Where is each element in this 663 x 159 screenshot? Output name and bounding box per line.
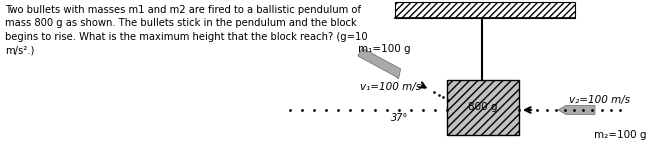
Bar [395, 2, 575, 18]
Text: begins to rise. What is the maximum height that the block reach? (g=10: begins to rise. What is the maximum heig… [5, 32, 367, 42]
Polygon shape [558, 106, 595, 114]
Text: 800 g: 800 g [468, 103, 498, 113]
Text: m₁=100 g: m₁=100 g [358, 44, 410, 54]
Text: mass 800 g as shown. The bullets stick in the pendulum and the block: mass 800 g as shown. The bullets stick i… [5, 18, 357, 28]
Text: m/s².): m/s².) [5, 45, 34, 55]
Text: 37°: 37° [391, 113, 408, 123]
Text: v₁=100 m/s: v₁=100 m/s [360, 82, 421, 92]
Polygon shape [358, 48, 400, 79]
Text: Two bullets with masses m1 and m2 are fired to a ballistic pendulum of: Two bullets with masses m1 and m2 are fi… [5, 5, 361, 15]
Bar [447, 80, 519, 135]
Text: m₂=100 g: m₂=100 g [594, 130, 646, 140]
Text: v₂=100 m/s: v₂=100 m/s [570, 95, 631, 105]
